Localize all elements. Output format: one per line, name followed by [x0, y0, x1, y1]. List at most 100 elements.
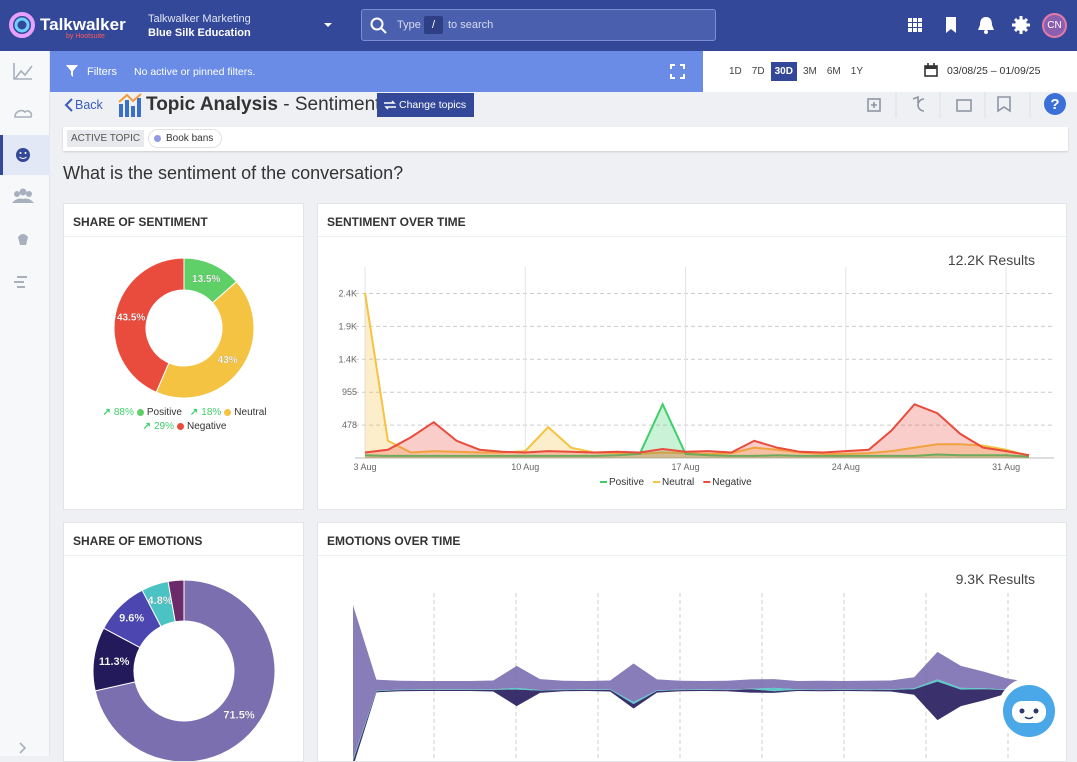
dropdown-caret[interactable] — [323, 21, 333, 29]
slice-label: 43.5% — [117, 312, 145, 323]
range-button[interactable]: 6M — [826, 66, 841, 77]
y-tick-label: 478 — [342, 420, 357, 430]
title-sub: - Sentiment — [283, 94, 381, 115]
slice-label: 71.5% — [223, 710, 254, 722]
card-title: SHARE OF EMOTIONS — [73, 534, 203, 548]
x-tick-label: 31 Aug — [992, 462, 1020, 472]
question: What is the sentiment of the conversatio… — [63, 163, 404, 183]
filters-button[interactable]: Filters — [87, 66, 117, 78]
slice-label: 9.6% — [119, 613, 144, 625]
stream-chart — [353, 593, 1031, 761]
y-tick-label: 1.9K — [338, 321, 357, 331]
logo: Talkwalker — [40, 15, 126, 34]
slice — [94, 579, 276, 761]
filter-status: No active or pinned filters. — [134, 66, 256, 78]
legend-item: ↗ 88% Positive — [102, 407, 181, 418]
filter-icon — [66, 65, 78, 77]
arrow: ↗ — [142, 421, 151, 432]
card-title: SHARE OF SENTIMENT — [73, 215, 208, 229]
logo-icon — [9, 12, 35, 38]
date-range[interactable]: 03/08/25 – 01/09/25 — [947, 65, 1041, 77]
legend-label: Positive — [146, 407, 182, 418]
range-button[interactable]: 1D — [729, 66, 742, 77]
avatar[interactable]: CN — [1042, 13, 1067, 38]
slice — [113, 257, 185, 393]
top-bar: Talkwalker by Hootsuite Talkwalker Marke… — [0, 0, 1077, 51]
legend-dot — [176, 423, 184, 430]
header-icons[interactable] — [906, 16, 1036, 36]
search-prefix: Type — [397, 19, 421, 31]
svg-text:?: ? — [1050, 96, 1059, 113]
legend-item: ↗ 18% Neutral — [190, 407, 267, 418]
slice-label: 11.3% — [99, 656, 130, 668]
legend-label: Negative — [186, 421, 227, 432]
range-button[interactable]: 3M — [802, 66, 817, 77]
legend-label: Negative — [712, 477, 752, 488]
logo-sub: by Hootsuite — [66, 33, 105, 40]
search-icon — [370, 17, 387, 34]
filter-bar: Filters No active or pinned filters. — [50, 51, 703, 92]
slice-label: 13.5% — [192, 274, 220, 285]
toolbar-icons[interactable]: ? — [860, 92, 1077, 118]
card: SHARE OF EMOTIONS 71.5% 11.3% 9.6% 4.8% — [63, 522, 304, 762]
card: EMOTIONS OVER TIME 9.3K Results — [317, 522, 1067, 762]
card: SENTIMENT OVER TIME 12.2K Results 478 955… — [317, 203, 1067, 510]
expand-icon[interactable] — [670, 64, 685, 79]
line — [364, 403, 1030, 457]
back-icon — [64, 98, 73, 112]
x-tick-label: 24 Aug — [832, 462, 860, 472]
legend-label: Neutral — [662, 477, 694, 488]
title-main: Topic Analysis — [146, 94, 278, 115]
range-button[interactable]: 30D — [770, 62, 797, 81]
project[interactable]: Blue Silk Education — [148, 27, 251, 39]
legend-dot — [136, 409, 144, 416]
active-topic-chip[interactable]: Book bans — [148, 129, 223, 148]
x-tick-label: 10 Aug — [511, 462, 539, 472]
legend-item: ↗ 29% Negative — [143, 421, 227, 432]
slice-label: 4.8% — [148, 595, 173, 607]
card-title: SENTIMENT OVER TIME — [327, 215, 466, 229]
line — [364, 401, 1030, 458]
search-key: / — [424, 16, 443, 34]
area-chart: 478 955 1.4K 1.9K 2.4K 3 Aug 10 Aug 17 Aug 24 Au… — [338, 267, 1054, 488]
account[interactable]: Talkwalker Marketing — [148, 13, 251, 25]
slice-label: 43% — [218, 355, 238, 366]
search-suffix: to search — [448, 19, 494, 31]
line — [364, 292, 1030, 457]
change: 18% — [201, 407, 222, 418]
range-buttons: 1D 7D 30D 3M 6M 1Y — [725, 62, 867, 81]
assistant-bot[interactable] — [996, 676, 1066, 746]
topic-icon — [118, 93, 142, 117]
range-button[interactable]: 7D — [751, 66, 765, 77]
donut: 13.5% 43% 43.5% — [113, 257, 255, 399]
card-title: EMOTIONS OVER TIME — [327, 534, 461, 548]
sidebar-icons[interactable] — [0, 51, 50, 756]
legend-label: Positive — [609, 477, 644, 488]
back-link[interactable]: Back — [75, 98, 103, 112]
page-title: Topic Analysis - Sentiment — [146, 94, 380, 116]
active-topic: Book bans — [166, 133, 214, 144]
active-topic-bar: ACTIVE TOPIC Book bans — [63, 127, 1068, 151]
legend-label: Neutral — [234, 407, 267, 418]
active-topic-label: ACTIVE TOPIC — [67, 130, 145, 147]
y-tick-label: 2.4K — [338, 288, 357, 298]
search-box[interactable]: Type / to search — [361, 9, 716, 41]
arrow: ↗ — [189, 407, 199, 418]
x-tick-label: 3 Aug — [353, 462, 376, 472]
card: SHARE OF SENTIMENT 13.5% 43% 43.5% ↗ 88% Pos… — [63, 203, 304, 510]
change: 88% — [113, 407, 134, 418]
change-topics-label: Change topics — [399, 99, 467, 111]
arrow: ↗ — [102, 407, 111, 418]
range-button[interactable]: 1Y — [850, 66, 863, 77]
y-tick-label: 955 — [342, 387, 357, 397]
slice — [155, 281, 255, 399]
sidebar — [0, 51, 50, 756]
legend-dot — [224, 409, 232, 416]
stream-layer — [353, 681, 1031, 761]
calendar-icon — [924, 63, 938, 77]
stream-layer — [353, 605, 1031, 760]
change-topics-button[interactable]: Change topics — [377, 93, 474, 117]
results-count: 12.2K Results — [947, 252, 1035, 268]
results-count: 9.3K Results — [955, 571, 1035, 587]
